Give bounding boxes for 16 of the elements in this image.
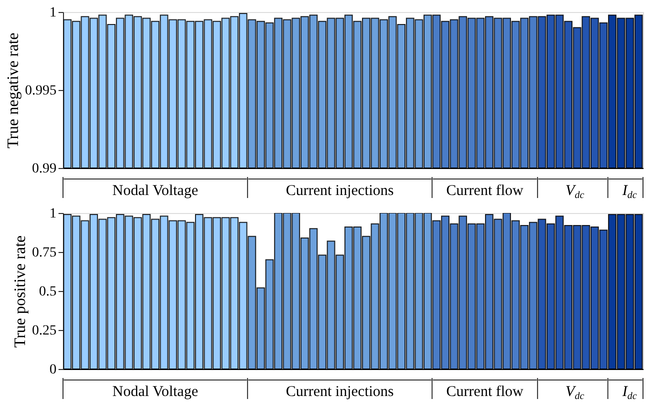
- y-tick-label: 0.5: [39, 284, 56, 300]
- y-tick-label: 0.25: [32, 324, 56, 338]
- series-label: Nodal Voltage: [112, 384, 198, 400]
- series-label: Nodal Voltage: [112, 183, 198, 199]
- y-axis-title: True positive rate: [12, 235, 29, 348]
- y-tick-label: 0.75: [32, 246, 56, 260]
- series-label: Current injections: [286, 384, 394, 400]
- series-label: Current flow: [446, 384, 524, 400]
- y-tick-label: 1: [50, 6, 56, 20]
- series-label: Current injections: [286, 183, 394, 199]
- y-axis-title: True negative rate: [5, 32, 22, 148]
- y-tick-label: 0: [50, 362, 56, 378]
- series-label: Current flow: [446, 183, 524, 199]
- y-tick-label: 1: [50, 206, 56, 222]
- y-tick-label: 0.99: [32, 162, 56, 176]
- y-tick-label: 0.995: [25, 84, 56, 98]
